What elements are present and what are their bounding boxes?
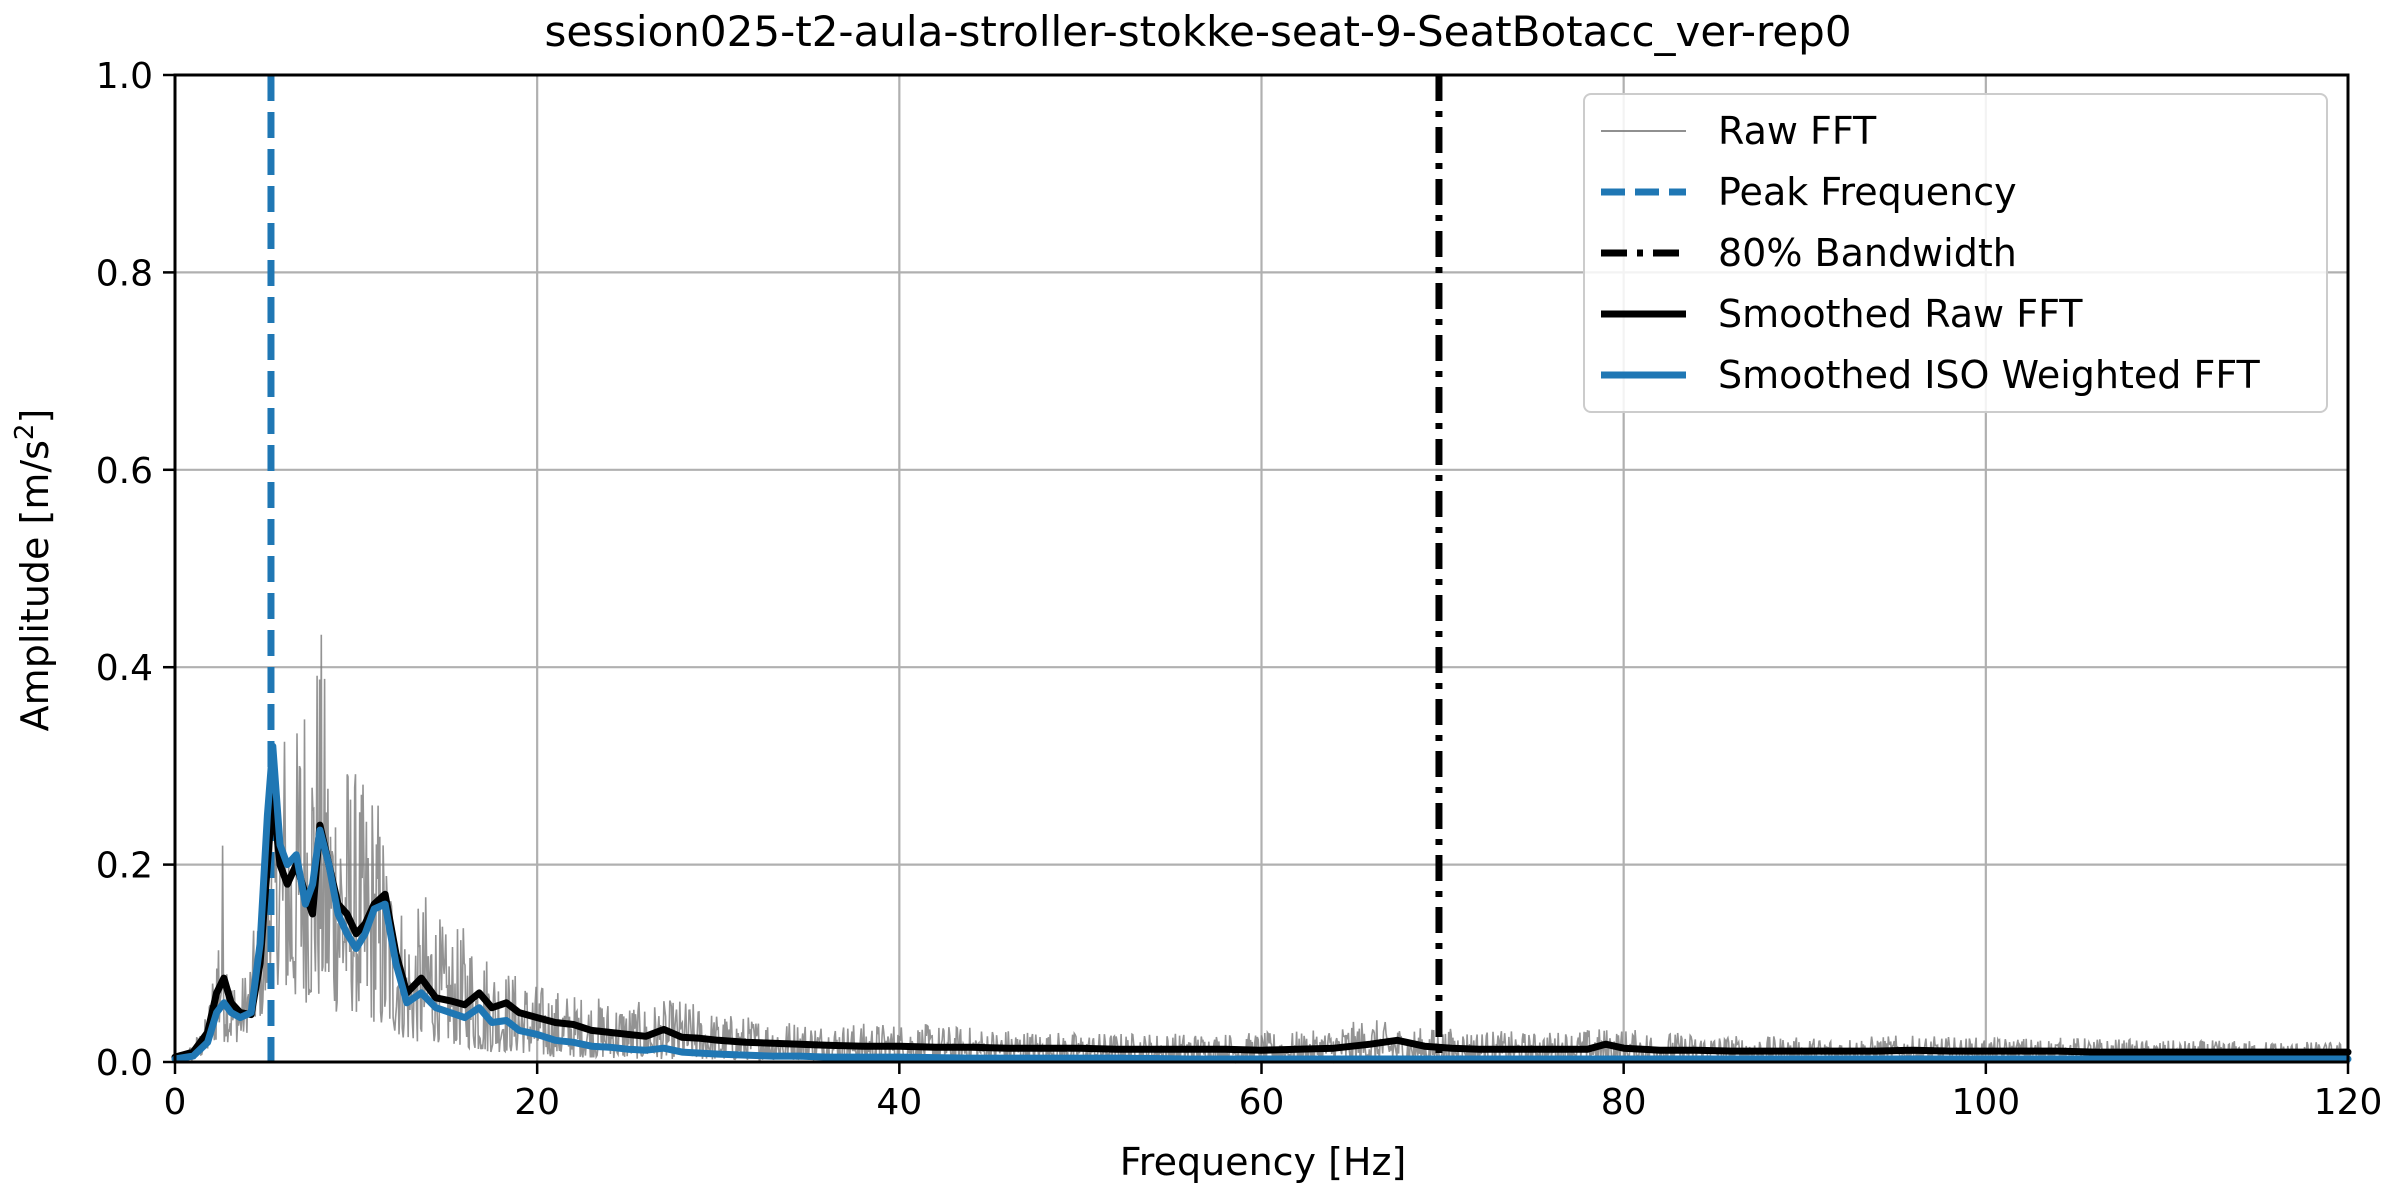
legend-label-raw-fft: Raw FFT [1718, 109, 1877, 153]
x-tick-label: 20 [514, 1082, 560, 1123]
legend-label-peak-frequency: Peak Frequency [1718, 170, 2017, 214]
y-tick-label: 0.2 [96, 846, 153, 887]
chart-title: session025-t2-aula-stroller-stokke-seat-… [544, 7, 1851, 56]
y-tick-label: 0.0 [96, 1043, 153, 1084]
x-tick-label: 120 [2314, 1082, 2383, 1123]
legend: Raw FFT Peak Frequency 80% Bandwidth Smooth… [1583, 93, 2328, 413]
legend-label-80-bandwidth: 80% Bandwidth [1718, 231, 2017, 275]
smoothed-iso-weighted-fft-line [171, 742, 2352, 1063]
x-tick-label: 60 [1239, 1082, 1285, 1123]
y-tick-label: 0.8 [96, 253, 153, 294]
vertical-lines-layer [267, 75, 1443, 1062]
x-tick-label: 40 [876, 1082, 922, 1123]
y-tick-label: 0.6 [96, 451, 153, 492]
ticks: 0 20 40 60 80 100 120 0.0 0.2 0.4 0.6 0.8 1.0 [96, 56, 2383, 1123]
y-axis-label-superscript: 2 [10, 424, 40, 441]
x-tick-label: 100 [1951, 1082, 2020, 1123]
y-tick-label: 0.4 [96, 648, 153, 689]
x-tick-label: 0 [164, 1082, 187, 1123]
y-tick-label: 1.0 [96, 56, 153, 97]
smoothed-lines-layer [171, 742, 2352, 1063]
legend-frame [1583, 93, 2328, 413]
y-axis-label: Amplitude [m/s2] [10, 409, 57, 732]
y-axis-label-main: Amplitude [m/s [13, 440, 57, 731]
x-axis-label: Frequency [Hz] [1120, 1140, 1407, 1184]
legend-label-smoothed-raw-fft: Smoothed Raw FFT [1718, 292, 2083, 336]
legend-label-smoothed-iso-weighted-fft: Smoothed ISO Weighted FFT [1718, 353, 2261, 397]
y-axis-label-suffix: ] [13, 409, 57, 424]
x-tick-label: 80 [1601, 1082, 1647, 1123]
